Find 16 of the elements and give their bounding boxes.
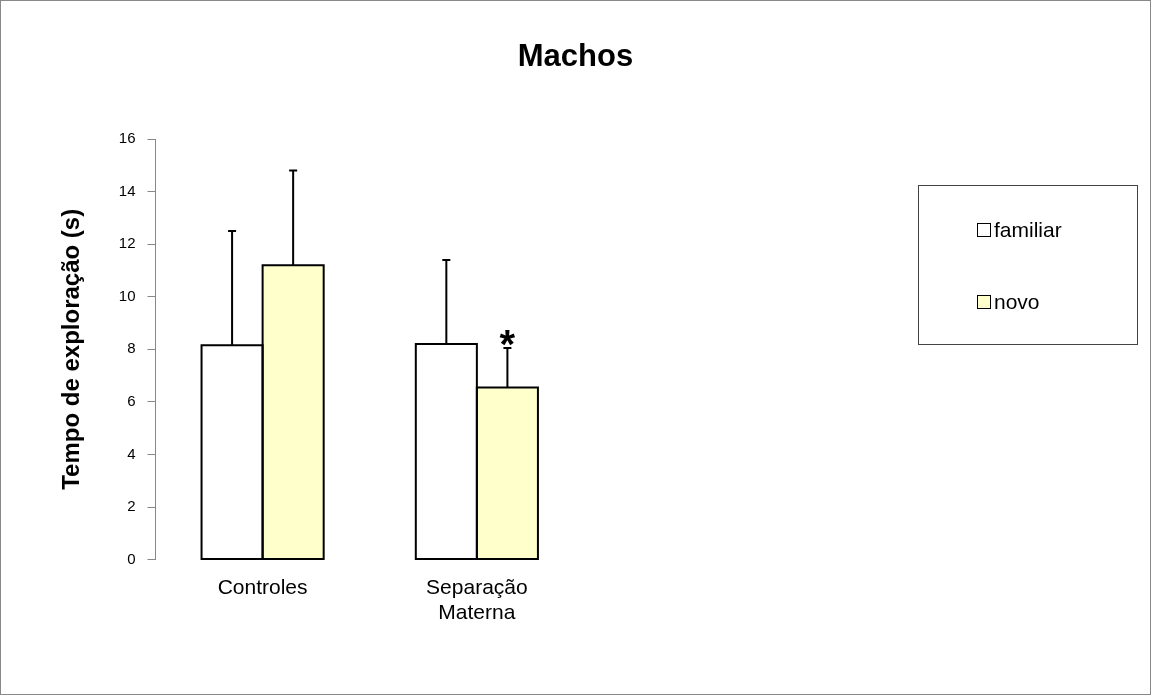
chart-title: Machos — [516, 38, 635, 74]
y-tick-label: 2 — [127, 497, 136, 515]
legend-label: novo — [994, 290, 1040, 314]
y-tick-label: 16 — [118, 129, 136, 147]
annotation: * — [499, 321, 516, 366]
y-tick-label: 6 — [127, 392, 136, 410]
y-tick-label: 8 — [127, 339, 136, 357]
y-tick-label: 4 — [127, 444, 136, 462]
y-tick-label: 12 — [118, 234, 136, 252]
text: familiar — [994, 218, 1062, 242]
y-tick-label: 0 — [127, 549, 136, 567]
y-axis-title: Tempo de exploração (s) — [57, 208, 85, 490]
x-tick-label: Separação Materna — [426, 575, 528, 624]
y-tick-label: 10 — [118, 286, 136, 304]
x-tick-label: Controles — [217, 575, 308, 598]
y-tick-label: 14 — [118, 181, 136, 199]
